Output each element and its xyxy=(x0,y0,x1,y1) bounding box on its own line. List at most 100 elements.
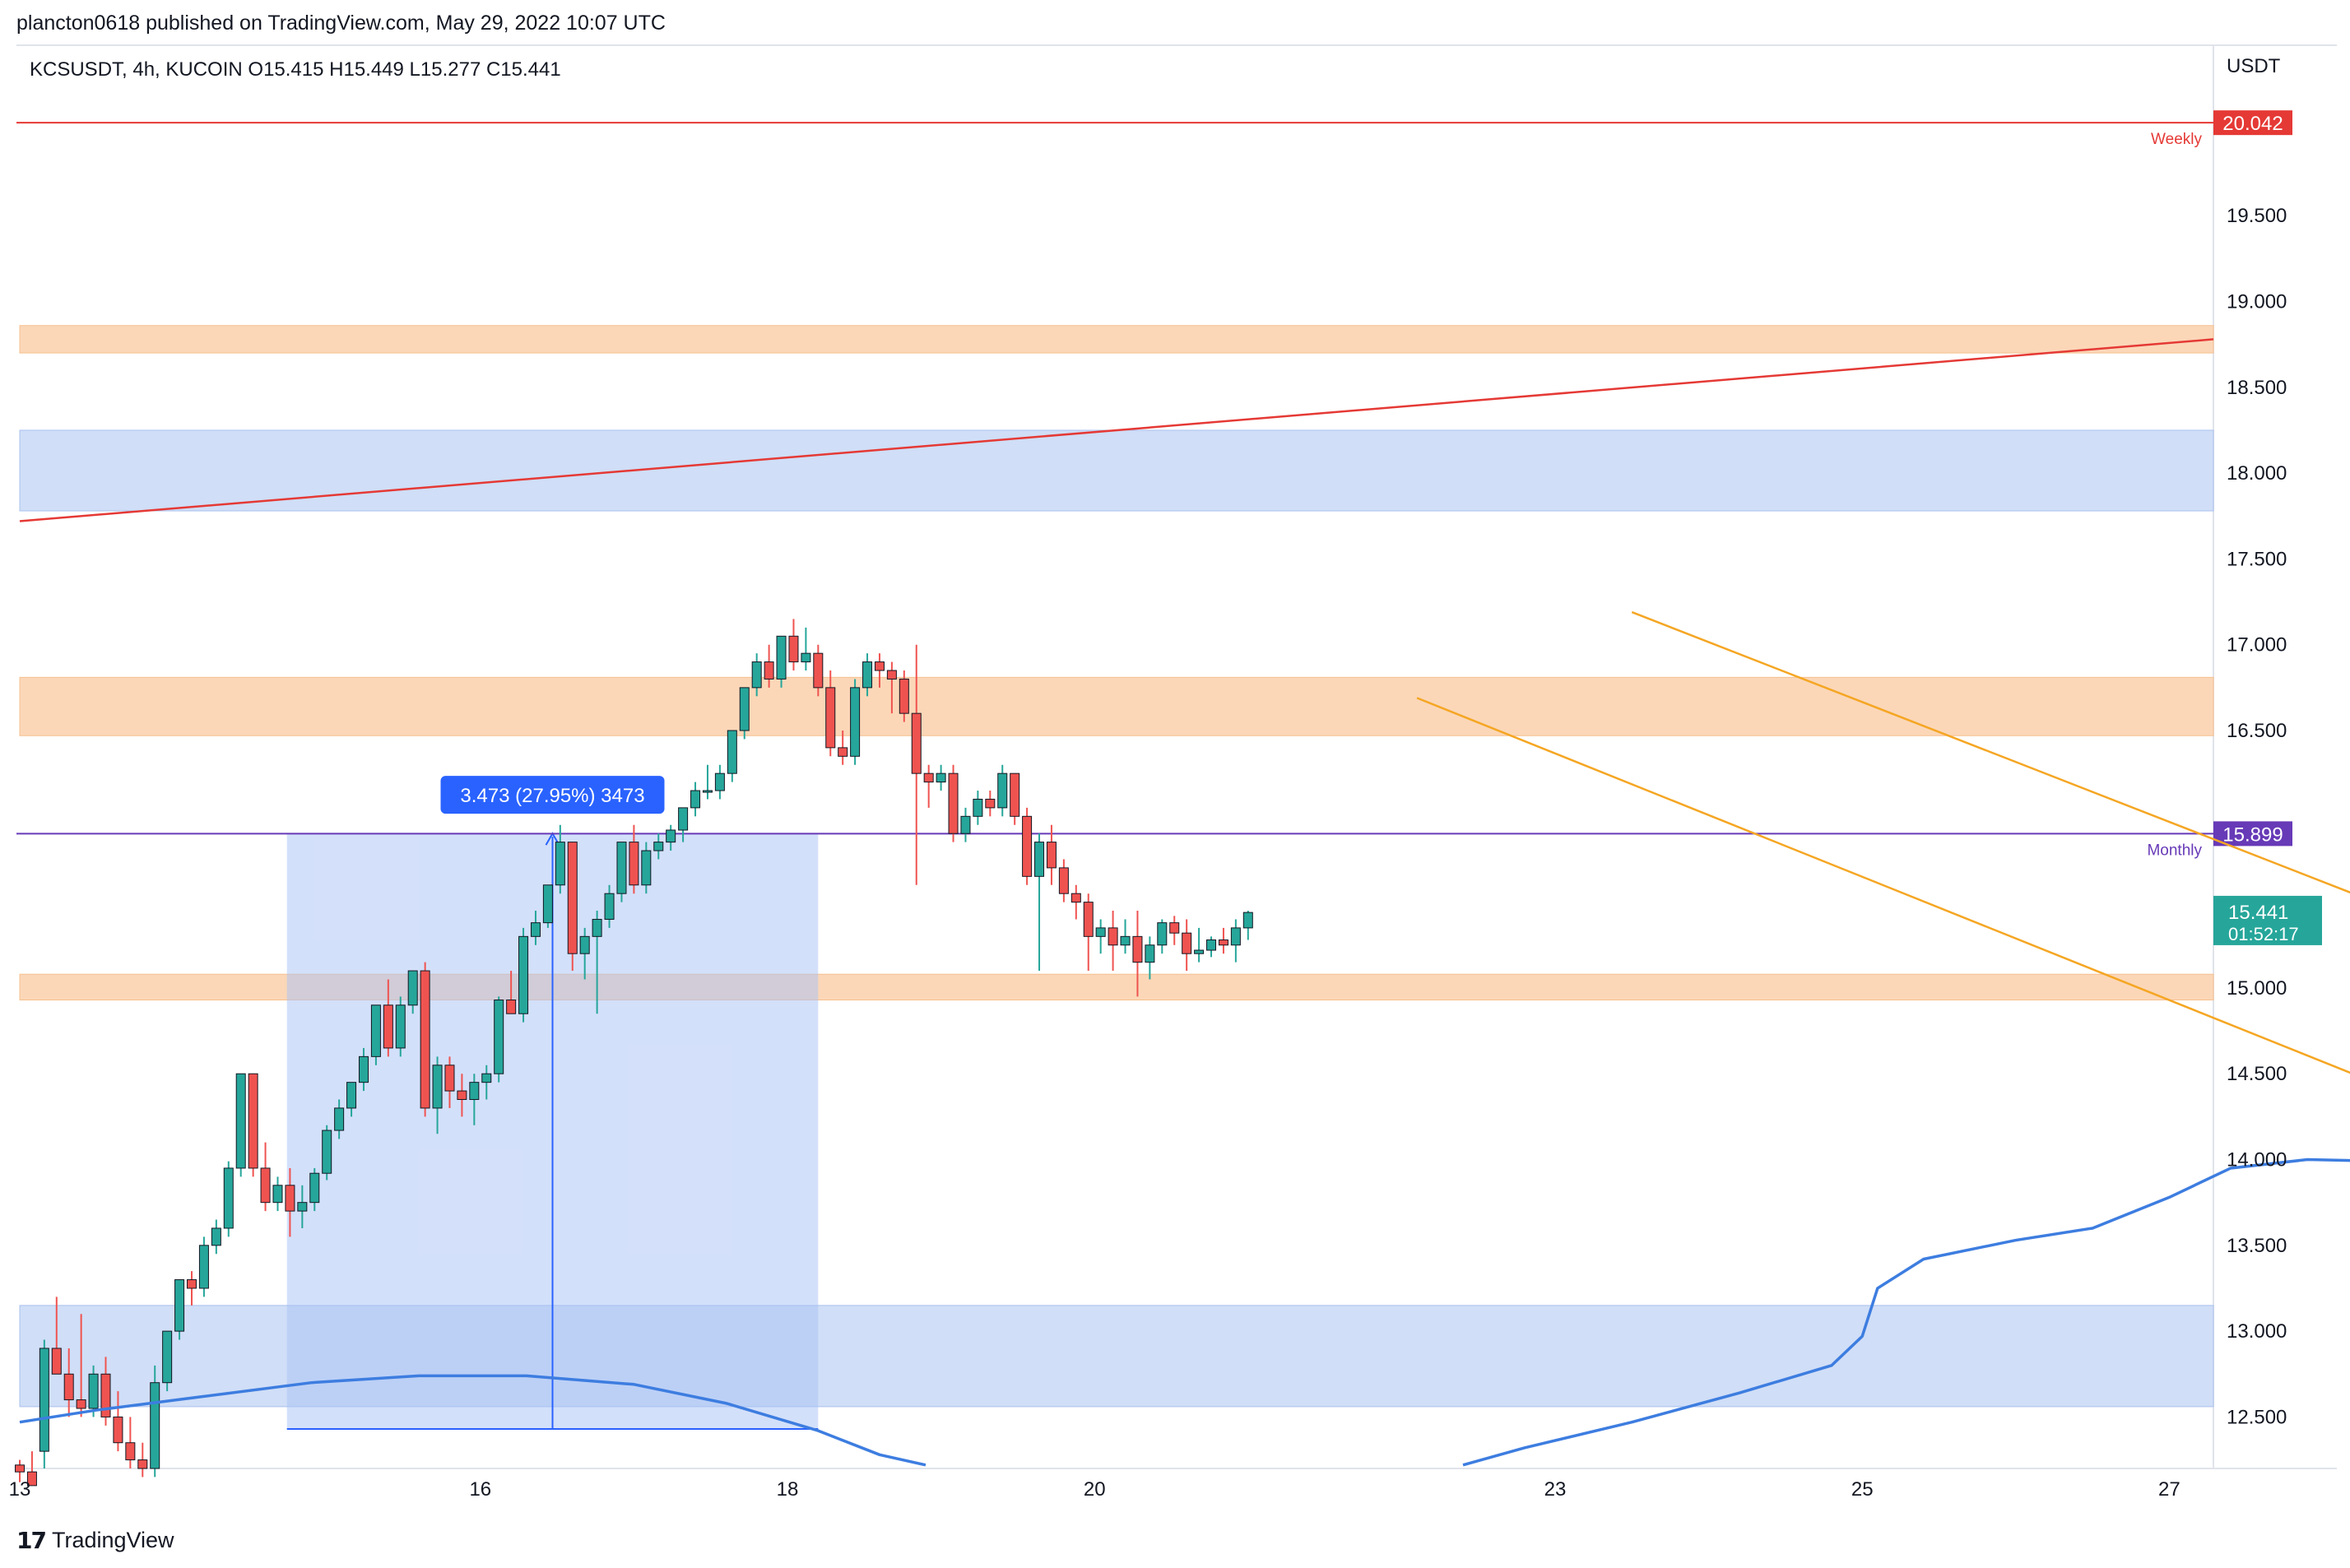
candle-body xyxy=(63,1373,74,1401)
candle-body xyxy=(162,1330,173,1384)
currency-label[interactable]: USDT xyxy=(2227,55,2281,77)
candle-3 xyxy=(51,1297,62,1375)
candle-17 xyxy=(223,1161,234,1237)
channel-lower-line xyxy=(1416,697,2350,1074)
candle-body xyxy=(1242,912,1253,929)
candle-body xyxy=(702,790,713,793)
candle-body xyxy=(973,798,983,817)
candle-body xyxy=(1120,935,1131,946)
curve-right xyxy=(1462,1157,2350,1467)
candle-body xyxy=(444,1065,455,1092)
candle-body xyxy=(825,687,836,749)
candle-body xyxy=(579,935,590,954)
measure-tool[interactable]: 3.473 (27.95%) 3473 xyxy=(286,776,819,1431)
tradingview-brand-text: TradingView xyxy=(51,1528,174,1552)
x-tick-6: 27 xyxy=(2158,1478,2180,1501)
candle-77 xyxy=(960,807,971,842)
candle-49 xyxy=(616,842,627,902)
candle-body xyxy=(1230,927,1241,946)
candle-body xyxy=(235,1073,246,1169)
candle-41 xyxy=(518,927,529,1023)
candle-71 xyxy=(886,661,897,714)
candle-18 xyxy=(235,1073,246,1177)
candle-59 xyxy=(739,687,750,740)
candle-9 xyxy=(125,1417,136,1468)
time-axis[interactable]: 1316182023252730Jun36810 xyxy=(9,1478,2350,1501)
symbol-legend[interactable]: KCSUSDT, 4h, KUCOIN O15.415 H15.449 L15.… xyxy=(30,58,561,81)
y-tick-13: 19.000 xyxy=(2227,291,2287,313)
candle-54 xyxy=(678,807,689,842)
candle-body xyxy=(76,1399,86,1409)
price-axis[interactable]: 12.500 13.000 13.500 14.000 14.500 15.000 16.5… xyxy=(2227,205,2287,1428)
candle-body xyxy=(15,1464,25,1473)
x-tick-5: 25 xyxy=(1851,1478,1874,1501)
candle-69 xyxy=(862,653,873,697)
candle-73 xyxy=(911,644,922,885)
candle-body xyxy=(862,661,873,689)
candle-0 xyxy=(15,1459,25,1482)
candle-61 xyxy=(764,644,774,688)
candle-63 xyxy=(788,619,799,671)
candle-34 xyxy=(432,1056,443,1134)
candle-27 xyxy=(346,1082,357,1117)
candle-body xyxy=(1145,944,1155,963)
measure-label-box xyxy=(440,776,665,814)
x-tick-3: 20 xyxy=(1084,1478,1106,1501)
candle-35 xyxy=(444,1056,455,1108)
candle-31 xyxy=(395,996,406,1057)
weekly-level-text: Weekly xyxy=(2151,131,2202,148)
candle-83 xyxy=(1034,833,1045,972)
candle-body xyxy=(936,772,946,783)
measure-label-text: 3.473 (27.95%) 3473 xyxy=(460,785,644,807)
candle-4 xyxy=(63,1348,74,1417)
countdown-label: 01:52:17 xyxy=(2228,924,2299,944)
drawing-lines xyxy=(19,338,2350,1074)
candle-24 xyxy=(309,1167,320,1212)
candle-45 xyxy=(567,842,578,972)
candle-95 xyxy=(1182,919,1192,972)
x-tick-2: 18 xyxy=(777,1478,799,1501)
candle-body xyxy=(653,842,664,851)
candle-body xyxy=(198,1245,209,1289)
candle-43 xyxy=(542,884,553,928)
candle-39 xyxy=(494,996,504,1083)
candle-body xyxy=(518,935,529,1014)
candle-body xyxy=(174,1279,185,1332)
y-tick-4: 14.500 xyxy=(2227,1063,2287,1085)
candle-body xyxy=(801,652,811,663)
candle-10 xyxy=(137,1442,148,1478)
candle-body xyxy=(739,687,750,731)
candle-85 xyxy=(1058,859,1069,902)
candle-body xyxy=(494,1000,504,1074)
measure-label[interactable]: 3.473 (27.95%) 3473 xyxy=(440,776,665,814)
candle-5 xyxy=(76,1314,86,1417)
tradingview-logo[interactable]: 17 TradingView xyxy=(16,1527,174,1554)
candle-84 xyxy=(1046,824,1057,885)
candle-21 xyxy=(272,1176,283,1212)
candle-14 xyxy=(186,1271,197,1306)
y-tick-12: 18.500 xyxy=(2227,377,2287,399)
candle-44 xyxy=(555,824,565,894)
weekly-price-label: 20.042 xyxy=(2222,113,2283,135)
orange-zone-0 xyxy=(19,325,2214,354)
current-price-label: 15.441 xyxy=(2228,902,2288,924)
candle-26 xyxy=(334,1099,345,1139)
candle-body xyxy=(186,1279,197,1289)
candle-body xyxy=(1206,939,1217,951)
orange-zone-2 xyxy=(19,676,2214,736)
candle-11 xyxy=(150,1365,160,1478)
candle-body xyxy=(1108,927,1118,946)
candle-body xyxy=(764,661,774,680)
candle-body xyxy=(714,772,725,791)
candle-body xyxy=(457,1090,467,1101)
candle-58 xyxy=(727,730,737,782)
candle-78 xyxy=(973,791,983,825)
candle-51 xyxy=(641,842,652,894)
candle-body xyxy=(997,772,1008,809)
candle-body xyxy=(592,918,602,937)
publisher-line: plancton0618 published on TradingView.co… xyxy=(16,12,666,35)
candle-body xyxy=(420,970,430,1109)
candle-67 xyxy=(838,731,848,765)
